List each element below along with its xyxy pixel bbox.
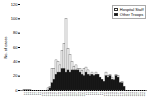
svg-text:4/13: 4/13 xyxy=(109,92,112,97)
svg-text:3/25: 3/25 xyxy=(71,92,74,97)
svg-text:4/22: 4/22 xyxy=(127,92,130,97)
svg-text:4/9: 4/9 xyxy=(101,92,104,95)
svg-text:3/4: 3/4 xyxy=(29,92,32,95)
svg-text:3/28: 3/28 xyxy=(77,92,80,97)
svg-text:3/14: 3/14 xyxy=(49,92,52,97)
svg-text:4/25: 4/25 xyxy=(133,92,136,97)
svg-text:3/6: 3/6 xyxy=(33,92,36,95)
svg-text:4/6: 4/6 xyxy=(95,92,98,95)
svg-text:3/12: 3/12 xyxy=(45,92,48,97)
svg-text:4/26: 4/26 xyxy=(135,92,138,97)
svg-text:4/7: 4/7 xyxy=(97,92,100,95)
svg-text:4/23: 4/23 xyxy=(129,92,132,97)
svg-text:4/4: 4/4 xyxy=(91,92,94,95)
svg-text:3/13: 3/13 xyxy=(47,92,50,97)
svg-text:3/3: 3/3 xyxy=(27,92,30,95)
svg-text:20: 20 xyxy=(13,73,18,78)
svg-text:4/15: 4/15 xyxy=(113,92,116,97)
svg-text:4/12: 4/12 xyxy=(107,92,110,97)
svg-text:3/24: 3/24 xyxy=(69,92,72,97)
svg-text:3/19: 3/19 xyxy=(59,92,62,97)
svg-text:3/29: 3/29 xyxy=(79,92,82,97)
svg-text:60: 60 xyxy=(13,45,18,50)
svg-text:3/27: 3/27 xyxy=(75,92,78,97)
svg-text:3/20: 3/20 xyxy=(61,92,64,97)
svg-text:3/17: 3/17 xyxy=(55,92,58,97)
svg-text:4/19: 4/19 xyxy=(121,92,124,97)
svg-text:3/7: 3/7 xyxy=(35,92,38,95)
svg-text:4/28: 4/28 xyxy=(139,92,142,97)
svg-text:4/2: 4/2 xyxy=(87,92,90,95)
svg-text:3/26: 3/26 xyxy=(73,92,76,97)
svg-text:3/21: 3/21 xyxy=(63,92,66,97)
svg-text:No. of cases: No. of cases xyxy=(3,36,8,58)
svg-text:4/5: 4/5 xyxy=(93,92,96,95)
svg-text:3/11: 3/11 xyxy=(43,92,46,97)
svg-text:0: 0 xyxy=(15,88,18,93)
svg-text:4/21: 4/21 xyxy=(125,92,128,97)
svg-text:4/14: 4/14 xyxy=(111,92,114,97)
svg-text:3/16: 3/16 xyxy=(53,92,56,97)
svg-text:4/16: 4/16 xyxy=(115,92,118,97)
svg-text:3/18: 3/18 xyxy=(57,92,60,97)
svg-text:3/2: 3/2 xyxy=(25,92,28,95)
svg-text:3/23: 3/23 xyxy=(67,92,70,97)
svg-text:4/3: 4/3 xyxy=(89,92,92,95)
svg-text:3/30: 3/30 xyxy=(81,92,84,97)
svg-text:4/18: 4/18 xyxy=(119,92,122,97)
svg-text:40: 40 xyxy=(13,59,18,64)
svg-text:4/11: 4/11 xyxy=(105,92,108,97)
svg-text:3/8: 3/8 xyxy=(37,92,40,95)
svg-text:4/8: 4/8 xyxy=(99,92,102,95)
svg-text:4/30: 4/30 xyxy=(143,91,145,96)
html-text:Other Troops: Other Troops xyxy=(119,12,144,17)
svg-text:4/17: 4/17 xyxy=(117,92,120,97)
svg-text:3/15: 3/15 xyxy=(51,92,54,97)
svg-text:100: 100 xyxy=(11,16,18,21)
svg-text:3/31: 3/31 xyxy=(83,92,86,97)
svg-text:4/20: 4/20 xyxy=(123,92,126,97)
svg-text:3/9: 3/9 xyxy=(39,92,42,95)
html-text:Hospital Staff: Hospital Staff xyxy=(119,7,144,12)
svg-text:3/1: 3/1 xyxy=(23,92,26,95)
svg-text:4/29: 4/29 xyxy=(141,92,144,97)
svg-text:3/5: 3/5 xyxy=(31,92,34,95)
svg-text:4/27: 4/27 xyxy=(137,92,140,97)
svg-text:4/1: 4/1 xyxy=(85,92,88,95)
svg-text:3/10: 3/10 xyxy=(41,92,44,97)
svg-text:4/10: 4/10 xyxy=(103,92,106,97)
svg-text:80: 80 xyxy=(13,30,18,35)
svg-text:120: 120 xyxy=(11,2,18,7)
svg-text:3/22: 3/22 xyxy=(65,92,68,97)
svg-text:4/24: 4/24 xyxy=(131,92,134,97)
